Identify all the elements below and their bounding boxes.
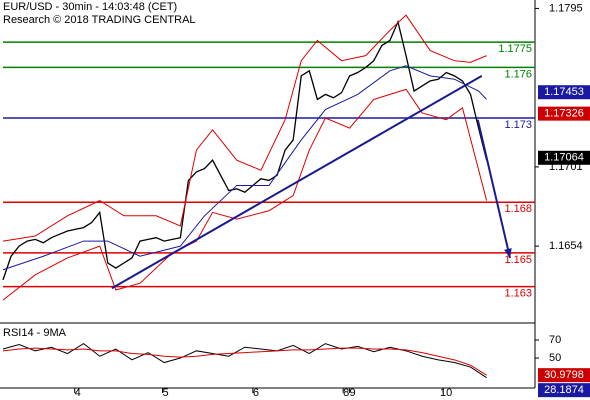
level-label: 1.165 [504,254,532,266]
level-label: 1.173 [504,119,532,131]
series-line [2,347,487,376]
x-tick-label: 5 [163,387,169,399]
level-label: 1.168 [504,203,532,215]
price-marker-label: 28.1874 [544,384,584,396]
chart-subtitle: Research © 2018 TRADING CENTRAL [3,14,196,26]
x-tick-label: 8 [343,387,349,399]
chart-title: EUR/USD - 30min - 14:03:48 (CET) [3,1,177,13]
price-marker-label: 30.9798 [544,369,584,381]
price-marker [538,150,590,165]
arrow-head [504,248,512,258]
level-label: 1.1775 [498,43,532,55]
level-label: 1.176 [504,68,532,80]
level-label: 1.163 [504,288,532,300]
y-tick-label: 1.1795 [549,2,583,14]
price-marker [538,106,590,121]
price-marker [538,383,590,398]
price-marker-label: 1.17326 [544,108,584,120]
x-tick-label: 4 [75,387,81,399]
series-line [2,19,488,281]
y-tick-label: 50 [549,352,561,364]
x-tick-label: 10 [440,387,452,399]
series-line [2,343,487,379]
trend-line [111,74,483,290]
price-marker-label: 1.17064 [544,152,584,164]
series-line [2,65,487,271]
series-line [2,14,487,242]
series-line [2,88,488,301]
x-tick-label: 9 [350,387,356,399]
y-tick-label: 70 [549,334,561,346]
price-marker [538,368,590,383]
rsi-title: RSI14 - 9MA [3,327,67,339]
trend-line [476,119,511,259]
price-marker [538,85,590,100]
price-marker-label: 1.17453 [544,86,584,98]
x-tick-label: 6 [253,387,259,399]
y-tick-label: 1.1654 [549,240,583,252]
